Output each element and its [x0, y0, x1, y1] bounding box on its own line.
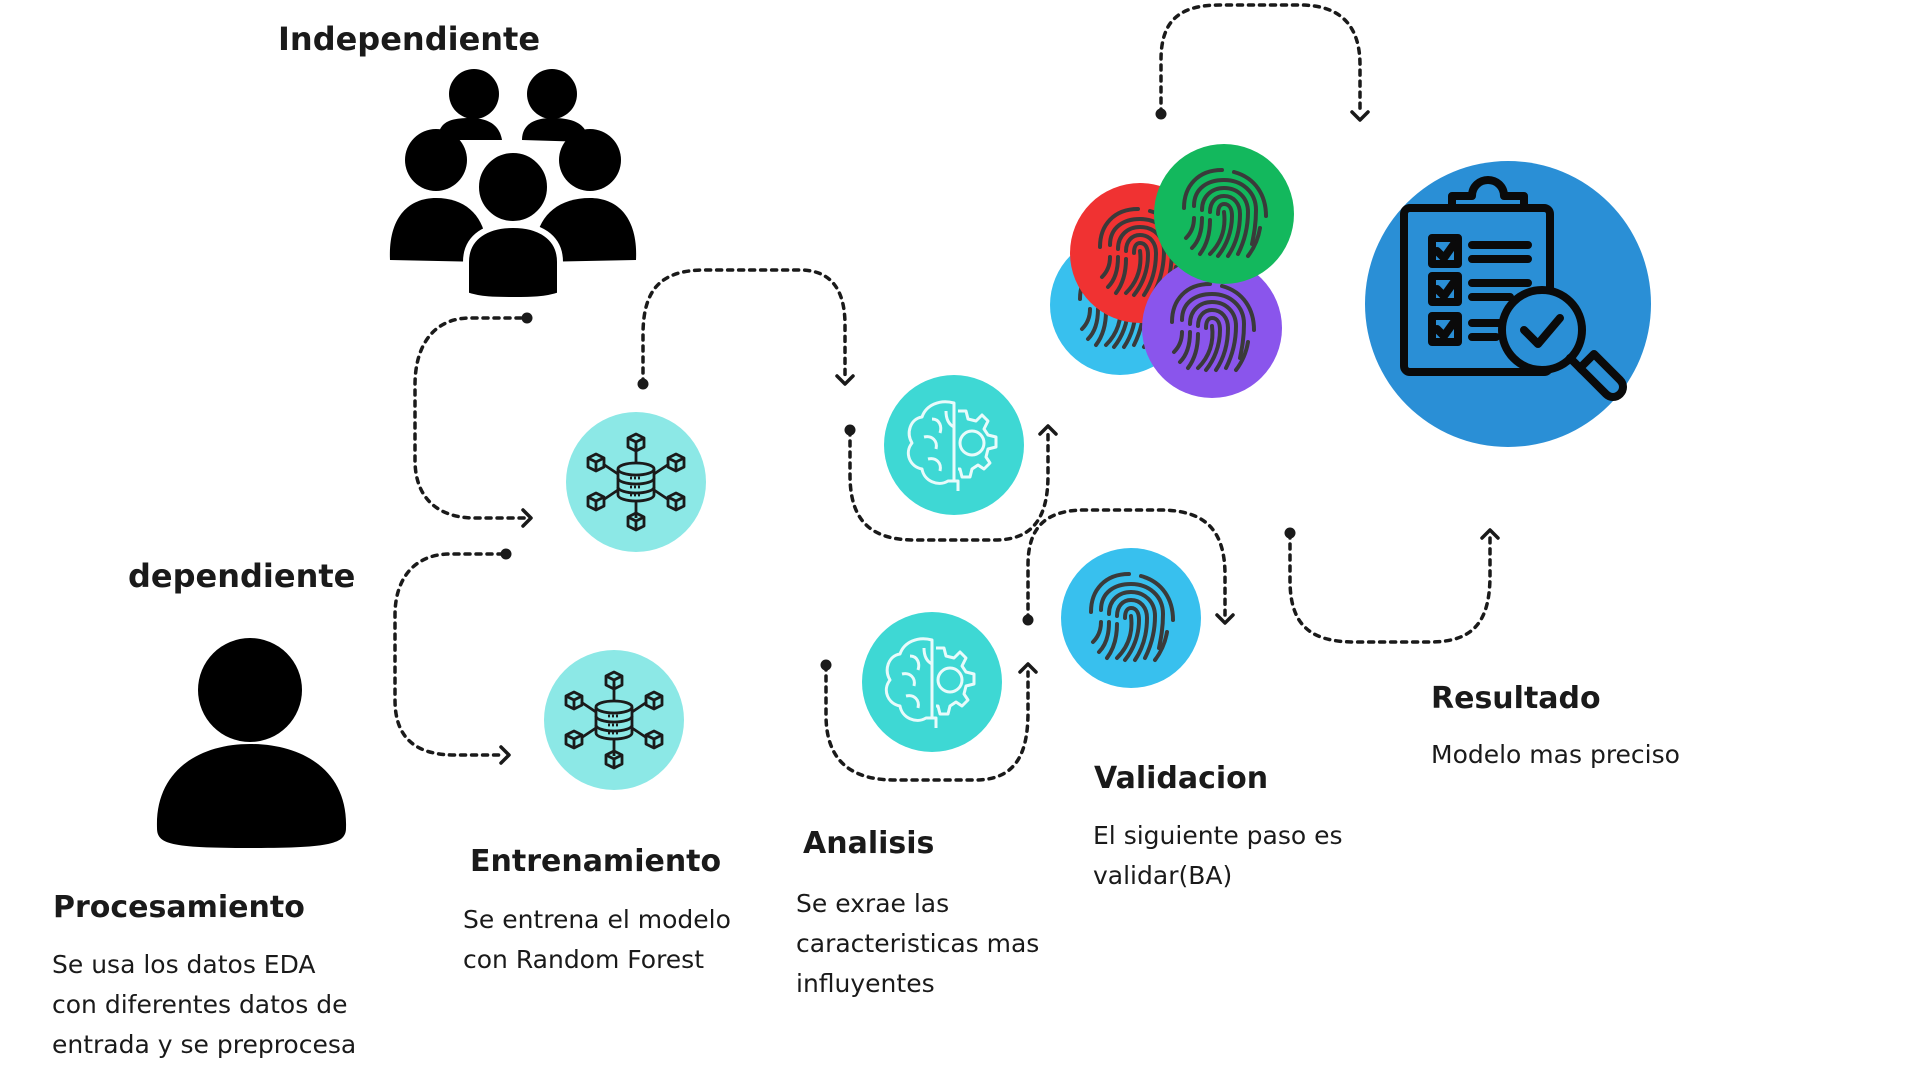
step-title-resultado: Resultado [1431, 681, 1601, 716]
step-title-analisis: Analisis [803, 826, 935, 861]
connector-dots [500, 108, 1296, 671]
brain-gear-icon [884, 375, 1024, 515]
brain-gear-icon [862, 612, 1002, 752]
desc-line: Se entrena el modelo [463, 905, 731, 934]
fingerprint-icon [1142, 258, 1282, 398]
desc-line: influyentes [796, 969, 935, 998]
people-group-icon [389, 69, 637, 303]
database-network-icon [566, 412, 706, 552]
connector-arrows [393, 3, 1492, 782]
desc-line: Se exrae las [796, 889, 950, 918]
independent-heading: Independiente [278, 20, 541, 58]
step-desc-resultado: Modelo mas preciso [1431, 735, 1680, 775]
step-title-entrenamiento: Entrenamiento [470, 844, 722, 879]
fingerprint-icon [1154, 144, 1294, 284]
step-title-validacion: Validacion [1094, 761, 1269, 796]
step-desc-entrenamiento: Se entrena el modelo con Random Forest [463, 900, 731, 980]
dependent-heading: dependiente [128, 557, 356, 595]
desc-line: entrada y se preprocesa [52, 1030, 357, 1059]
desc-line: Se usa los datos EDA [52, 950, 316, 979]
arrow-group-to-train-a [413, 316, 527, 520]
person-icon [156, 638, 347, 848]
arrow-train-a-to-brain-a [641, 268, 847, 386]
desc-line: Modelo mas preciso [1431, 740, 1680, 769]
arrow-result-back [1288, 531, 1492, 644]
desc-line: validar(BA) [1093, 861, 1233, 890]
arrow-fingerprint-to-prints [1026, 508, 1227, 622]
fingerprint-icon [1061, 548, 1201, 688]
step-title-procesamiento: Procesamiento [53, 890, 305, 925]
desc-line: caracteristicas mas [796, 929, 1040, 958]
desc-line: con diferentes datos de [52, 990, 348, 1019]
step-desc-analisis: Se exrae las caracteristicas mas influye… [796, 884, 1039, 1004]
step-desc-validacion: El siguiente paso es validar(BA) [1093, 816, 1343, 896]
desc-line: El siguiente paso es [1093, 821, 1343, 850]
database-network-icon [544, 650, 684, 790]
arrow-prints-to-result-top [1159, 3, 1362, 116]
desc-line: con Random Forest [463, 945, 705, 974]
arrow-brain-a-to-prints [848, 428, 1050, 542]
arrow-brain-b-to-fingerprint [824, 663, 1030, 782]
arrow-person-to-train-b [393, 552, 505, 757]
clipboard-checklist-icon [1365, 161, 1651, 447]
fingerprint-cluster [1050, 144, 1294, 398]
step-desc-procesamiento: Se usa los datos EDA con diferentes dato… [52, 945, 356, 1065]
